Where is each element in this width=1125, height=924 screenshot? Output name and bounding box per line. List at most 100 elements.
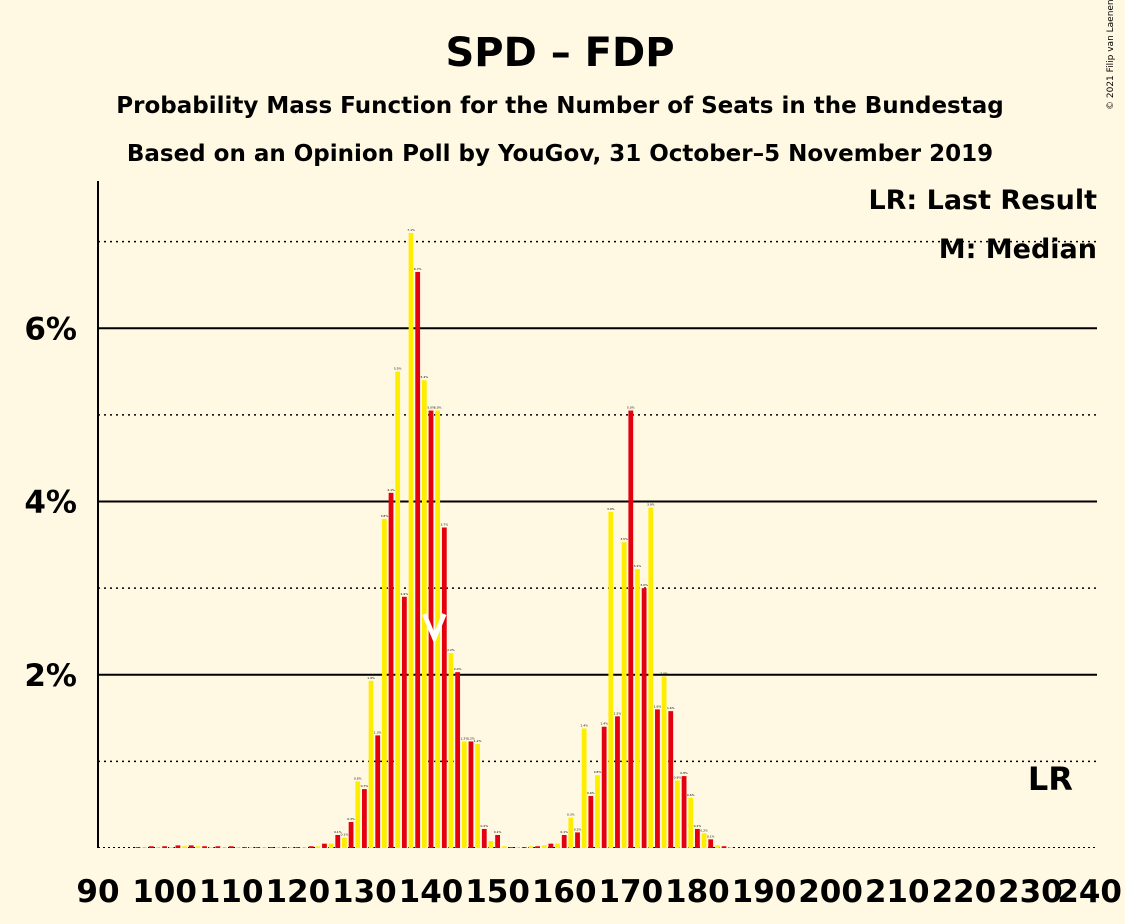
bar-label-140: 5.0% xyxy=(427,406,435,410)
y-tick-4: 4% xyxy=(24,485,77,521)
bar-label-179: 0.6% xyxy=(687,793,695,797)
bar-157 xyxy=(541,845,547,848)
bar-label-131: 1.9% xyxy=(367,676,375,680)
bar-label-178: 0.8% xyxy=(680,771,688,775)
bar-147 xyxy=(475,744,481,848)
bar-183 xyxy=(714,845,720,848)
bar-117 xyxy=(275,847,281,848)
x-tick-200: 200 xyxy=(798,874,863,910)
bar-131 xyxy=(368,680,374,848)
bar-149 xyxy=(488,841,494,848)
bar-label-174: 1.6% xyxy=(654,704,662,708)
bar-166 xyxy=(601,726,607,848)
bar-154 xyxy=(521,847,527,848)
bar-label-160: 0.1% xyxy=(560,830,568,834)
x-tick-130: 130 xyxy=(332,874,397,910)
bar-103 xyxy=(182,846,187,848)
bar-174 xyxy=(655,709,660,848)
bar-167 xyxy=(608,511,614,848)
bar-180 xyxy=(695,828,700,848)
bar-150 xyxy=(495,835,500,848)
bar-142 xyxy=(441,527,447,848)
bars xyxy=(135,232,734,849)
bar-170 xyxy=(628,410,634,848)
chart-title: SPD – FDP xyxy=(445,30,674,76)
x-tick-220: 220 xyxy=(931,874,996,910)
bar-110 xyxy=(228,846,234,848)
bar-label-166: 1.4% xyxy=(600,722,608,726)
bar-96 xyxy=(135,847,141,848)
bar-label-142: 3.7% xyxy=(441,522,449,526)
bar-164 xyxy=(588,796,594,848)
bar-118 xyxy=(282,847,287,848)
x-tick-210: 210 xyxy=(865,874,930,910)
chart-subtitle-2: Based on an Opinion Poll by YouGov, 31 O… xyxy=(127,141,993,167)
y-axis-tick-labels: 2% 4% 6% xyxy=(24,311,77,693)
bar-111 xyxy=(235,847,241,848)
median-marker xyxy=(422,613,447,644)
bar-151 xyxy=(501,846,507,848)
bar-label-144: 2.0% xyxy=(454,667,462,671)
bar-112 xyxy=(242,847,247,848)
bar-161 xyxy=(568,817,574,848)
bar-177 xyxy=(675,780,680,848)
x-tick-150: 150 xyxy=(465,874,530,910)
bar-159 xyxy=(555,843,560,848)
bar-100 xyxy=(162,846,167,848)
bar-label-146: 1.2% xyxy=(467,736,475,740)
bar-133 xyxy=(381,518,387,848)
x-tick-240: 240 xyxy=(1057,874,1122,910)
bar-101 xyxy=(168,847,174,848)
bar-label-161: 0.3% xyxy=(567,813,575,817)
bar-125 xyxy=(328,843,334,848)
bar-value-labels: 0.1%0.1%0.3%0.8%0.7%1.9%1.3%3.8%4.1%5.5%… xyxy=(334,228,715,838)
bar-114 xyxy=(255,847,261,848)
bar-label-145: 1.2% xyxy=(460,736,468,740)
bar-138 xyxy=(415,271,421,848)
bar-130 xyxy=(362,789,367,848)
bar-109 xyxy=(222,847,227,848)
bar-label-180: 0.2% xyxy=(694,824,702,828)
x-tick-100: 100 xyxy=(132,874,197,910)
bar-label-143: 2.2% xyxy=(447,648,455,652)
gridlines xyxy=(98,240,1097,848)
bar-113 xyxy=(248,847,254,848)
bar-label-132: 1.3% xyxy=(374,730,382,734)
bar-116 xyxy=(268,847,274,848)
x-axis-tick-labels: 90 100 110 120 130 140 150 160 170 180 190 200 210 22… xyxy=(76,874,1122,910)
copyright-notice: © 2021 Filip van Laenen xyxy=(1106,0,1116,110)
legend-median: M: Median xyxy=(939,234,1097,265)
bar-134 xyxy=(388,492,394,848)
bar-160 xyxy=(561,835,567,848)
bar-99 xyxy=(155,847,161,848)
bar-163 xyxy=(581,728,587,848)
bar-label-134: 4.1% xyxy=(387,488,395,492)
bar-label-176: 1.6% xyxy=(667,706,675,710)
bar-144 xyxy=(455,672,461,848)
bar-172 xyxy=(641,588,647,848)
bar-129 xyxy=(355,781,361,848)
bar-137 xyxy=(408,232,414,849)
bar-153 xyxy=(515,847,520,848)
y-tick-2: 2% xyxy=(24,658,77,694)
bar-label-136: 2.9% xyxy=(401,592,409,596)
bar-label-139: 5.4% xyxy=(421,375,429,379)
bar-label-164: 0.6% xyxy=(587,791,595,795)
bar-label-181: 0.2% xyxy=(700,828,708,832)
bar-104 xyxy=(188,845,194,848)
bar-115 xyxy=(262,847,267,848)
bar-label-141: 5.0% xyxy=(434,406,442,410)
bar-label-170: 5.0% xyxy=(627,406,635,410)
bar-184 xyxy=(721,846,727,848)
bar-155 xyxy=(528,846,534,848)
bar-label-127: 0.1% xyxy=(341,833,349,837)
bar-162 xyxy=(575,832,580,848)
bar-108 xyxy=(215,846,221,848)
bar-145 xyxy=(461,741,467,848)
bar-label-163: 1.4% xyxy=(580,723,588,727)
bar-label-182: 0.1% xyxy=(707,834,715,838)
bar-102 xyxy=(175,845,181,848)
bar-label-172: 3.0% xyxy=(640,583,648,587)
bar-label-169: 3.5% xyxy=(620,537,628,541)
